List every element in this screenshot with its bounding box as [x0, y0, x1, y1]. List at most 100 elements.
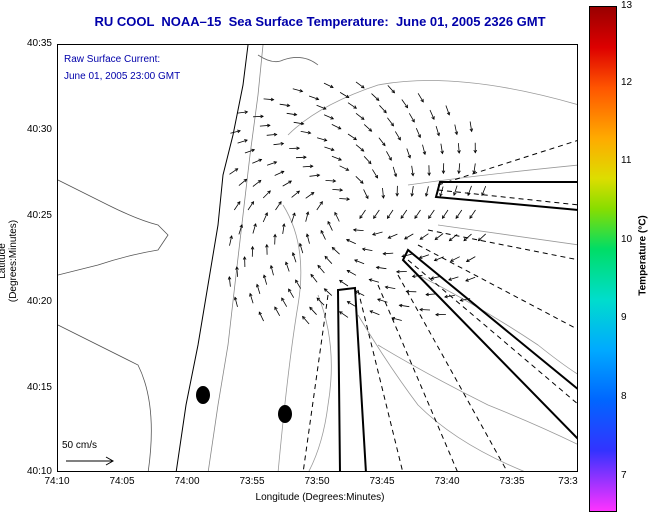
- current-vector-head: [235, 266, 239, 270]
- map-title: RU COOL NOAA–15 Sea Surface Temperature:…: [94, 14, 546, 29]
- current-vector-head: [322, 106, 327, 110]
- current-vector-head: [386, 215, 391, 220]
- current-vector: [258, 311, 264, 322]
- current-vector: [316, 297, 325, 306]
- current-vector: [306, 233, 310, 244]
- current-vector-head: [411, 118, 415, 123]
- current-vector-head: [295, 279, 299, 284]
- current-vector-head: [382, 251, 387, 256]
- current-vector-head: [439, 193, 443, 197]
- current-vector-head: [359, 215, 363, 220]
- current-vector: [415, 128, 421, 138]
- current-vector: [238, 224, 243, 235]
- map-plot-area[interactable]: [57, 44, 578, 472]
- current-vector: [339, 198, 350, 200]
- current-vector: [310, 274, 318, 283]
- current-vector-head: [387, 235, 392, 239]
- current-vector: [419, 254, 430, 259]
- current-vector-head: [434, 236, 439, 241]
- current-vector-head: [353, 136, 358, 141]
- ytick-label: 40:15: [26, 382, 52, 393]
- current-vector-head: [305, 211, 310, 215]
- current-vector: [325, 180, 336, 182]
- current-vector-head: [257, 179, 262, 184]
- current-vector-head: [433, 258, 438, 262]
- current-vector: [467, 185, 472, 196]
- current-vector: [401, 99, 408, 108]
- current-vector-head: [395, 193, 399, 197]
- current-vector-head: [296, 146, 301, 151]
- current-vector: [339, 280, 349, 287]
- current-vector-head: [391, 316, 396, 321]
- current-vector: [460, 298, 471, 301]
- current-vector: [411, 165, 414, 176]
- current-vector: [234, 297, 238, 308]
- current-vector: [339, 311, 349, 318]
- colorbar-tick: 13: [621, 0, 633, 11]
- current-vector-head: [317, 264, 321, 269]
- current-vector-head: [250, 245, 255, 250]
- colorbar-tick: 7: [621, 470, 627, 481]
- current-vector: [331, 155, 342, 161]
- current-vector-head: [444, 294, 448, 299]
- current-vector-head: [300, 121, 305, 126]
- current-vector-head: [338, 279, 343, 284]
- current-vector: [431, 275, 441, 279]
- current-vector-head: [477, 237, 482, 242]
- current-vector-head: [446, 111, 451, 116]
- current-vector-head: [285, 261, 289, 266]
- current-vector: [385, 286, 396, 289]
- temperature-colorbar: [589, 6, 617, 512]
- current-vector-head: [302, 315, 306, 320]
- current-vector: [270, 265, 274, 276]
- coastline: [175, 45, 249, 471]
- current-vector-head: [368, 128, 373, 132]
- x-axis-label: Longitude (Degrees:Minutes): [255, 492, 385, 503]
- current-vector: [481, 185, 487, 196]
- current-vector: [400, 209, 408, 219]
- current-vector-head: [373, 215, 377, 219]
- current-vector-head: [327, 220, 331, 225]
- current-vector-head: [323, 288, 328, 292]
- current-vector-head: [296, 190, 301, 195]
- current-vector: [429, 109, 435, 120]
- current-vector-head: [381, 195, 385, 199]
- current-vector: [466, 256, 476, 262]
- current-vector-head: [286, 103, 291, 108]
- site-marker: [196, 386, 210, 404]
- current-vector-head: [393, 173, 398, 178]
- current-vector-head: [465, 258, 470, 263]
- current-vector: [359, 209, 366, 219]
- current-vector: [302, 165, 313, 168]
- current-vector-head: [360, 116, 365, 120]
- current-vector-head: [330, 147, 335, 152]
- current-vector-head: [293, 112, 298, 117]
- current-vector-head: [316, 297, 321, 302]
- current-vector: [387, 117, 394, 127]
- current-vector: [458, 163, 461, 174]
- current-vector-head: [397, 136, 401, 141]
- current-vector-head: [346, 197, 351, 201]
- current-vector: [316, 137, 327, 141]
- current-vector-head: [303, 155, 307, 160]
- current-vector-head: [369, 310, 374, 314]
- site-marker: [278, 405, 292, 423]
- beam-outlines: [336, 181, 577, 471]
- current-vector: [399, 304, 410, 308]
- current-vector-head: [244, 110, 249, 115]
- current-vector: [282, 180, 292, 187]
- current-vector-head: [338, 157, 342, 161]
- current-vector: [387, 209, 394, 219]
- current-vector-head: [390, 122, 395, 127]
- current-vector-head: [256, 283, 260, 288]
- current-vector-head: [253, 223, 257, 227]
- current-vector: [404, 233, 414, 240]
- xtick-label: 74:05: [109, 476, 135, 487]
- current-vector-head: [315, 96, 320, 101]
- current-vector: [266, 161, 277, 166]
- current-vector-head: [371, 232, 376, 236]
- current-vector-head: [234, 168, 239, 172]
- current-vector-head: [467, 192, 471, 197]
- current-vector-head: [375, 265, 380, 270]
- current-vector: [363, 189, 369, 199]
